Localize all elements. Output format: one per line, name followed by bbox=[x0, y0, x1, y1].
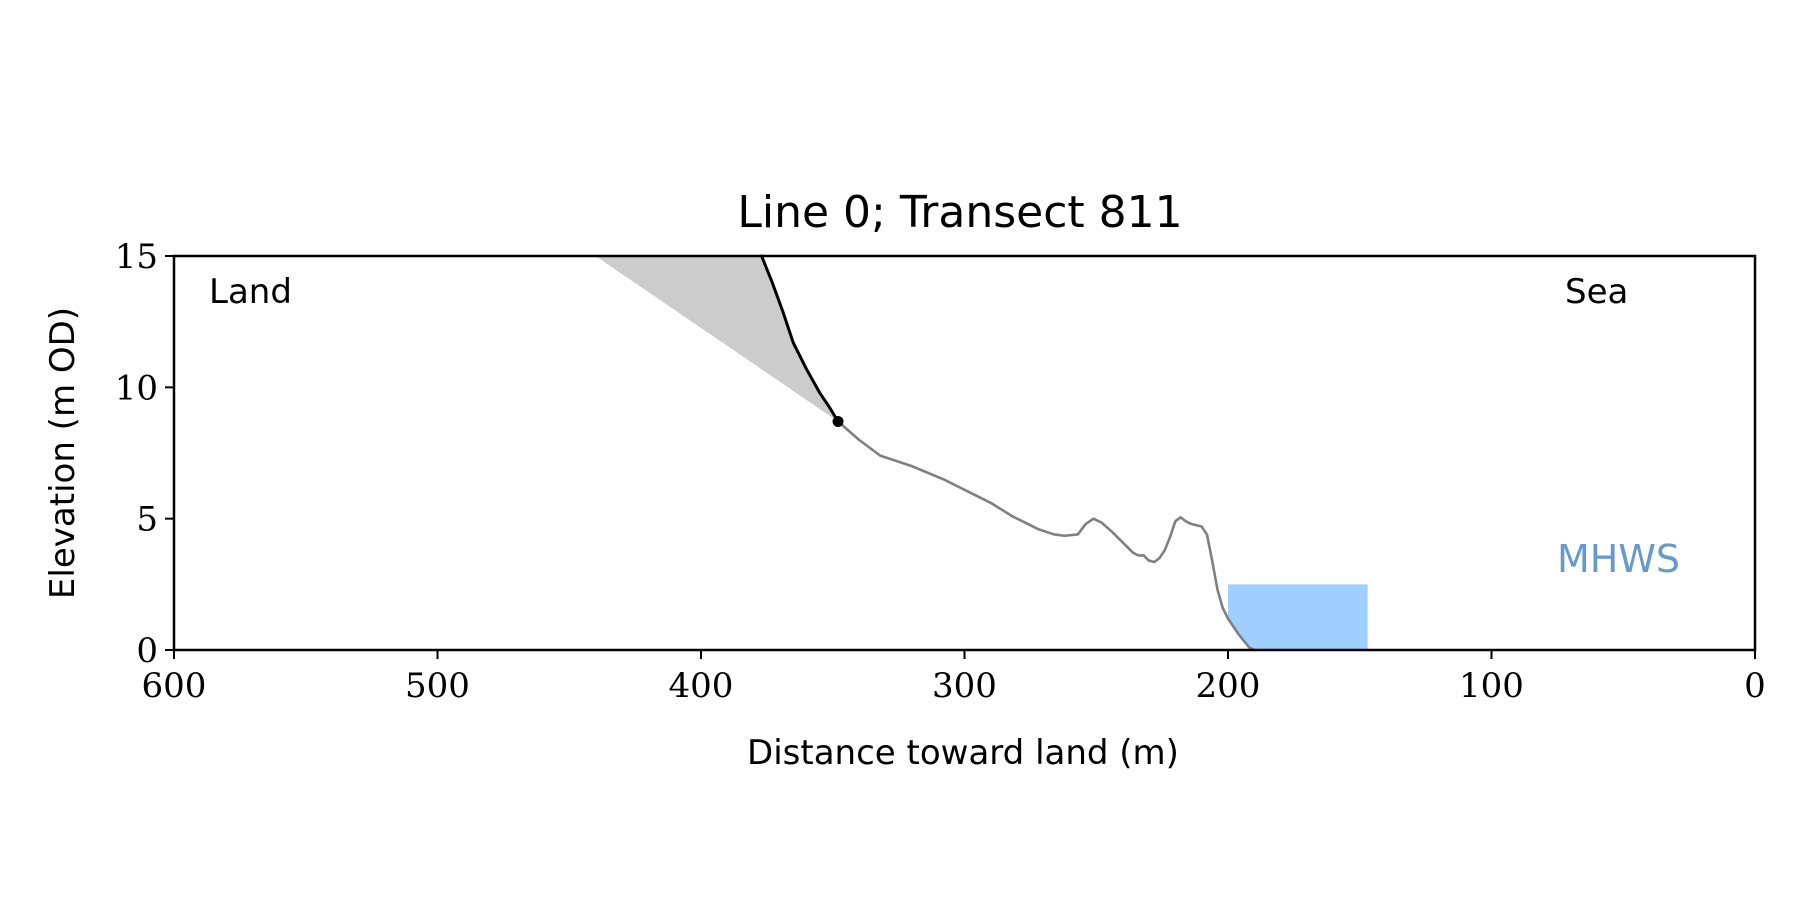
land-label: Land bbox=[209, 272, 292, 312]
mhws-label: MHWS bbox=[1557, 537, 1680, 581]
x-tick-label: 400 bbox=[669, 666, 734, 706]
shaded-wedge bbox=[595, 256, 839, 422]
plot-area bbox=[595, 254, 1368, 652]
x-tick-label: 300 bbox=[932, 666, 997, 706]
y-tick-label: 10 bbox=[115, 368, 158, 408]
profile-line bbox=[836, 420, 1256, 652]
mhws-band bbox=[1228, 584, 1368, 650]
y-axis-label: Elevation (m OD) bbox=[43, 307, 83, 599]
cliff-line bbox=[760, 254, 840, 423]
y-tick-label: 5 bbox=[136, 500, 158, 540]
sea-label: Sea bbox=[1565, 272, 1628, 312]
y-tick-label: 0 bbox=[136, 631, 158, 671]
x-tick-label: 100 bbox=[1459, 666, 1524, 706]
y-tick-label: 15 bbox=[115, 237, 158, 277]
x-axis-label: Distance toward land (m) bbox=[747, 733, 1179, 773]
x-tick-label: 200 bbox=[1196, 666, 1261, 706]
plot-frame bbox=[172, 254, 1757, 652]
x-tick-label: 600 bbox=[142, 666, 207, 706]
x-tick-label: 0 bbox=[1744, 666, 1766, 706]
cliff-toe-marker bbox=[832, 415, 844, 427]
x-tick-label: 500 bbox=[405, 666, 470, 706]
axis-ticks: 600 500 400 300 200 100 0 0 5 10 15 bbox=[115, 237, 1766, 706]
chart-title: Line 0; Transect 811 bbox=[737, 187, 1182, 238]
